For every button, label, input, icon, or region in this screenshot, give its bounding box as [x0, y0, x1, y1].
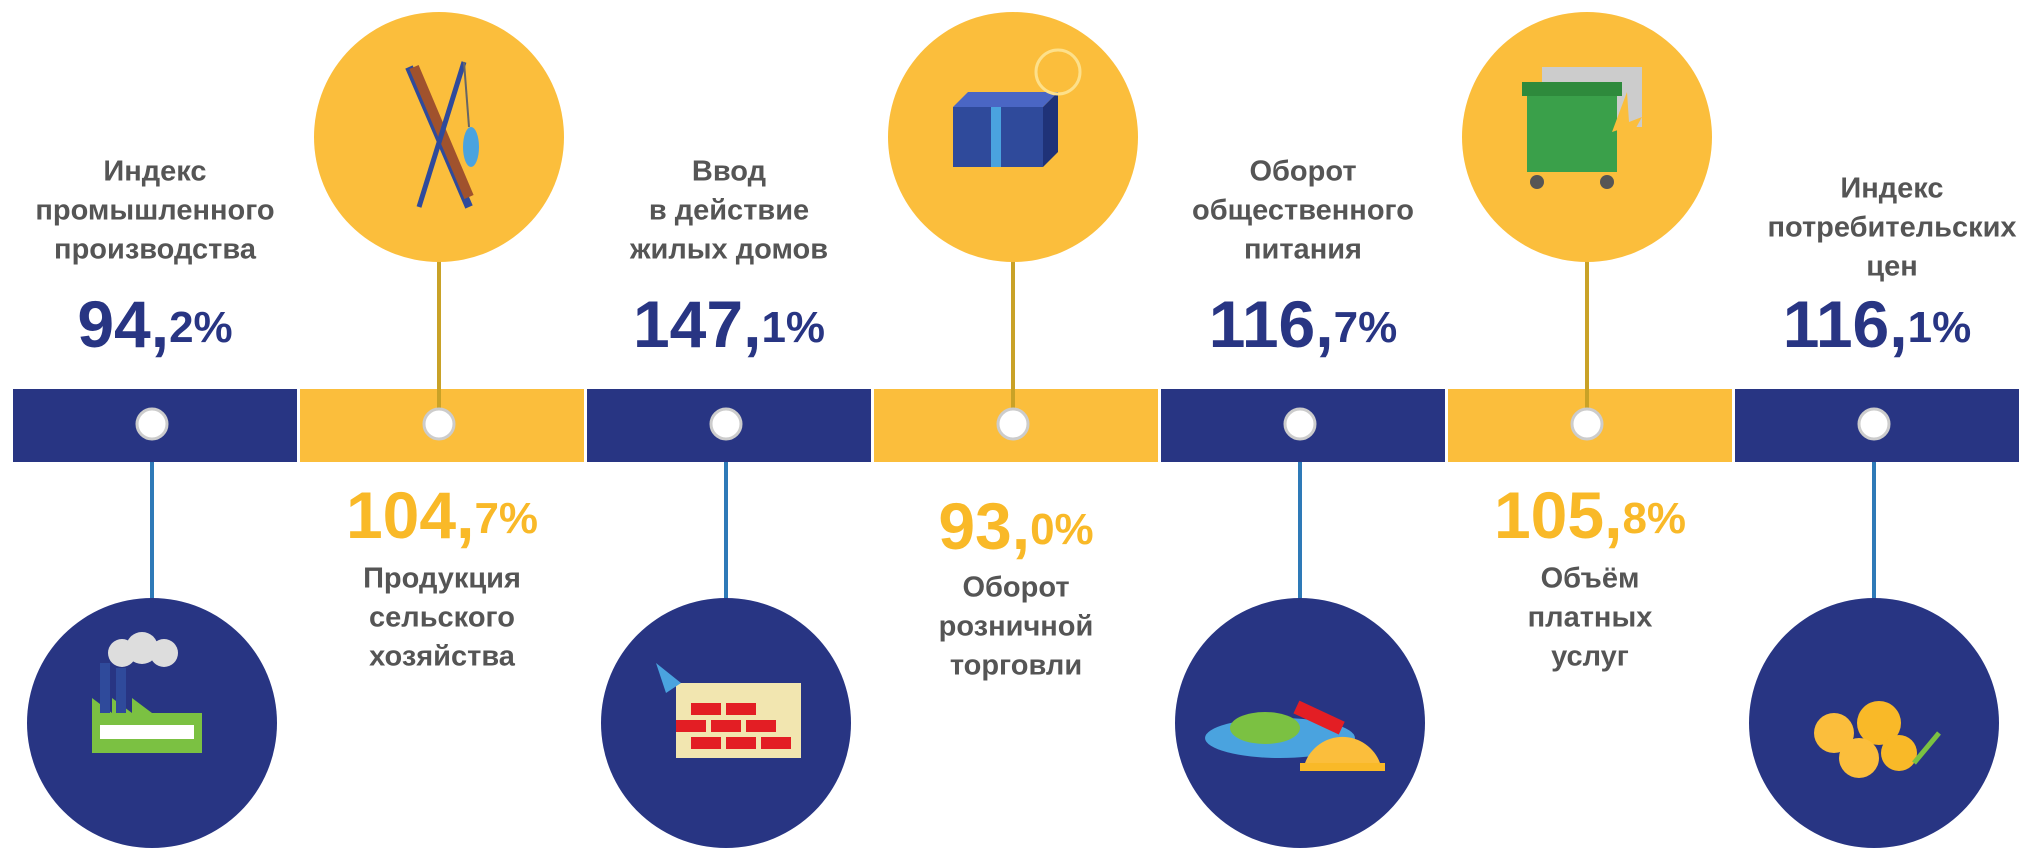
indicator-title: розничной — [939, 611, 1094, 643]
indicator-value: 104,7% — [346, 478, 538, 552]
indicator-title: Объём — [1541, 563, 1640, 595]
indicator-title: Индекс — [103, 156, 206, 188]
indicator-value: 94,2% — [77, 287, 232, 361]
indicator-title: производства — [54, 234, 257, 266]
node-dot — [709, 407, 743, 441]
icon — [953, 48, 1082, 167]
indicator-title: Индекс — [1840, 173, 1943, 205]
indicator-title: Ввод — [692, 156, 766, 188]
indicator-title: платных — [1528, 602, 1653, 634]
indicator-title: торговли — [950, 650, 1082, 682]
icon — [656, 663, 801, 758]
indicator-title: Оборот — [1249, 156, 1356, 188]
indicator-title: промышленного — [35, 195, 274, 227]
node-dot — [1570, 407, 1604, 441]
icon — [1205, 700, 1385, 771]
node-dot — [422, 407, 456, 441]
indicator-title: общественного — [1192, 195, 1414, 227]
indicator-title: услуг — [1551, 641, 1629, 673]
indicator-value: 147,1% — [633, 287, 825, 361]
icon — [405, 61, 479, 209]
indicator-title: в действие — [649, 195, 809, 227]
indicator-title: Продукция — [363, 563, 521, 595]
node-dot — [135, 407, 169, 441]
indicator-title: потребительских — [1767, 212, 2016, 244]
icon — [1814, 701, 1941, 778]
node-dot — [1283, 407, 1317, 441]
indicator-title: питания — [1244, 234, 1362, 266]
indicator-value: 93,0% — [938, 489, 1093, 563]
indicator-title: цен — [1866, 251, 1917, 283]
indicator-title: Оборот — [962, 572, 1069, 604]
indicator-value: 116,1% — [1783, 287, 1971, 361]
icon — [1522, 67, 1642, 189]
indicator-title: сельского — [369, 602, 515, 634]
indicator-title: хозяйства — [369, 641, 516, 673]
node-dot — [1857, 407, 1891, 441]
indicator-value: 116,7% — [1209, 287, 1397, 361]
icon — [92, 632, 202, 753]
node-dot — [996, 407, 1030, 441]
indicator-title: жилых домов — [629, 234, 828, 266]
indicator-value: 105,8% — [1494, 478, 1686, 552]
